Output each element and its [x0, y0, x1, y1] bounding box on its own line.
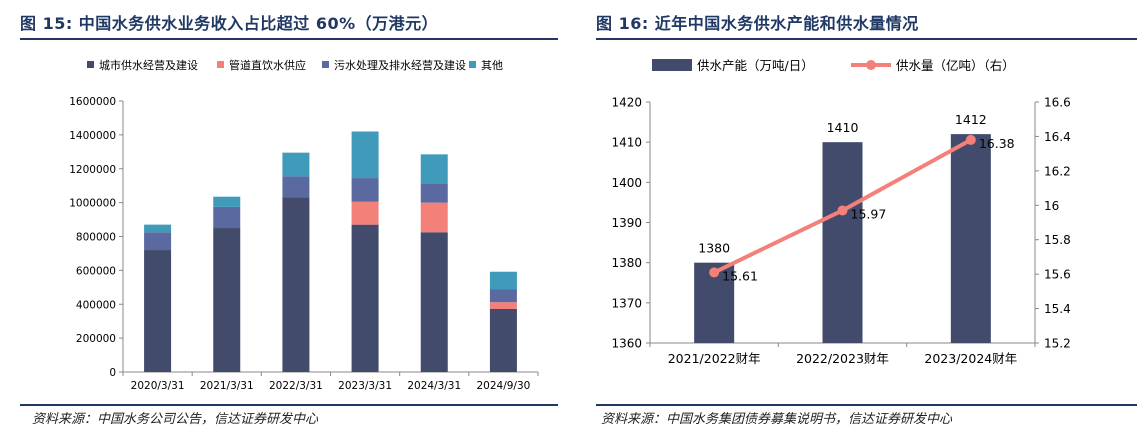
stacked-revenue-bar-chart: 城市供水经营及建设 管道直饮水供应 污水处理及排水经营及建设 其他 0 200000 400… [69, 58, 539, 392]
legend-swatch [469, 61, 476, 68]
legend-label: 城市供水经营及建设 [99, 58, 198, 72]
right-y-tick-label: 16.4 [1044, 130, 1071, 144]
bar-segment [282, 197, 310, 372]
x-tick-label: 2022/2023财年 [796, 351, 889, 366]
bar-segment [351, 201, 379, 225]
bar-segment [144, 250, 172, 372]
legend-swatch [87, 61, 94, 68]
legend-label: 其他 [481, 59, 503, 72]
volume-point [837, 205, 848, 216]
y-tick-label: 1200000 [69, 164, 116, 176]
volume-point [709, 267, 720, 278]
bar-segment [489, 271, 517, 290]
line-data-label: 15.97 [851, 206, 887, 221]
figure-16-title: 图 16: 近年中国水务供水产能和供水量情况 [596, 14, 919, 33]
bar-segment [213, 206, 241, 229]
bar-segment [489, 289, 517, 303]
legend-label: 污水处理及排水经营及建设 [334, 58, 466, 72]
left-y-tick-label: 1410 [611, 136, 642, 150]
bar-data-label: 1410 [827, 120, 859, 135]
x-tick-label: 2021/3/31 [200, 380, 254, 392]
source-divider [20, 404, 558, 406]
bar-segment [213, 228, 241, 372]
figure-15-source: 资料来源：中国水务公司公告，信达证券研发中心 [32, 412, 319, 427]
right-y-tick-label: 15.4 [1044, 302, 1071, 316]
legend-swatch [217, 61, 224, 68]
y-tick-label: 0 [109, 367, 116, 379]
right-y-tick-label: 15.6 [1044, 268, 1071, 282]
bar-segment [420, 183, 448, 203]
y-tick-label: 600000 [76, 265, 116, 277]
x-tick-label: 2024/3/31 [407, 380, 461, 392]
bar-segment [282, 176, 310, 198]
bar-segment [351, 178, 379, 202]
x-tick-label: 2024/9/30 [476, 380, 530, 392]
figure-15-title: 图 15: 中国水务供水业务收入占比超过 60%（万港元） [20, 14, 439, 33]
y-tick-label: 1000000 [69, 198, 116, 210]
figure-16-source: 资料来源：中国水务集团债券募集说明书，信达证券研发中心 [601, 412, 953, 427]
capacity-volume-combo-chart: 供水产能（万吨/日） 供水量（亿吨）（右） 1360 1370 1380 1390 1400… [611, 58, 1071, 366]
title-divider [596, 38, 1137, 40]
x-tick-label: 2020/3/31 [131, 380, 185, 392]
x-tick-label: 2023/3/31 [338, 380, 392, 392]
x-tick-label: 2023/2024财年 [924, 351, 1017, 366]
line-data-label: 16.38 [979, 136, 1015, 151]
right-y-tick-label: 15.2 [1044, 337, 1071, 351]
legend-marker [866, 60, 876, 70]
bar-segment [420, 154, 448, 184]
legend-item: 其他 [469, 59, 503, 72]
left-figure-panel: 图 15: 中国水务供水业务收入占比超过 60%（万港元） 城市供水经营及建设 管… [0, 0, 560, 430]
legend-item: 管道直饮水供应 [217, 58, 306, 72]
right-y-tick-label: 16.6 [1044, 96, 1071, 110]
legend-swatch [322, 61, 329, 68]
bar-segment [144, 224, 172, 233]
bar-data-label: 1380 [698, 241, 730, 256]
left-y-tick-label: 1380 [611, 256, 642, 270]
line-data-label: 15.61 [722, 268, 758, 283]
left-y-tick-label: 1390 [611, 216, 642, 230]
bar-segment [213, 196, 241, 207]
y-tick-label: 1400000 [69, 130, 116, 142]
volume-point [965, 134, 976, 145]
legend-label: 供水量（亿吨）（右） [896, 58, 1015, 73]
y-tick-label: 800000 [76, 232, 116, 244]
right-y-tick-label: 15.8 [1044, 233, 1071, 247]
y-tick-label: 400000 [76, 299, 116, 311]
bar-segment [282, 152, 310, 177]
left-y-tick-label: 1400 [611, 176, 642, 190]
bar-segment [489, 308, 517, 372]
bar-segment [420, 202, 448, 233]
capacity-bar [822, 142, 863, 343]
legend-swatch [652, 59, 692, 71]
legend-item: 供水产能（万吨/日） [652, 58, 814, 73]
x-tick-label: 2022/3/31 [269, 380, 323, 392]
bar-segment [489, 302, 517, 309]
legend-item: 城市供水经营及建设 [87, 58, 198, 72]
y-tick-label: 200000 [76, 333, 116, 345]
legend-label: 供水产能（万吨/日） [697, 58, 814, 73]
y-tick-label: 1600000 [69, 96, 116, 108]
legend-item: 供水量（亿吨）（右） [851, 58, 1015, 73]
legend-label: 管道直饮水供应 [229, 58, 306, 72]
bar-segment [420, 232, 448, 372]
left-y-tick-label: 1420 [611, 96, 642, 110]
legend-item: 污水处理及排水经营及建设 [322, 58, 466, 72]
bar-segment [144, 232, 172, 251]
left-y-tick-label: 1360 [611, 337, 642, 351]
right-figure-panel: 图 16: 近年中国水务供水产能和供水量情况 供水产能（万吨/日） 供水量（亿吨）… [583, 0, 1137, 430]
capacity-bar [950, 134, 991, 343]
bar-data-label: 1412 [955, 112, 987, 127]
bar-segment [351, 224, 379, 372]
bar-segment [351, 131, 379, 179]
source-divider [596, 404, 1137, 406]
left-y-tick-label: 1370 [611, 296, 642, 310]
right-y-tick-label: 16.2 [1044, 164, 1071, 178]
title-divider [20, 38, 558, 40]
right-y-tick-label: 16 [1044, 199, 1059, 213]
x-tick-label: 2021/2022财年 [668, 351, 761, 366]
